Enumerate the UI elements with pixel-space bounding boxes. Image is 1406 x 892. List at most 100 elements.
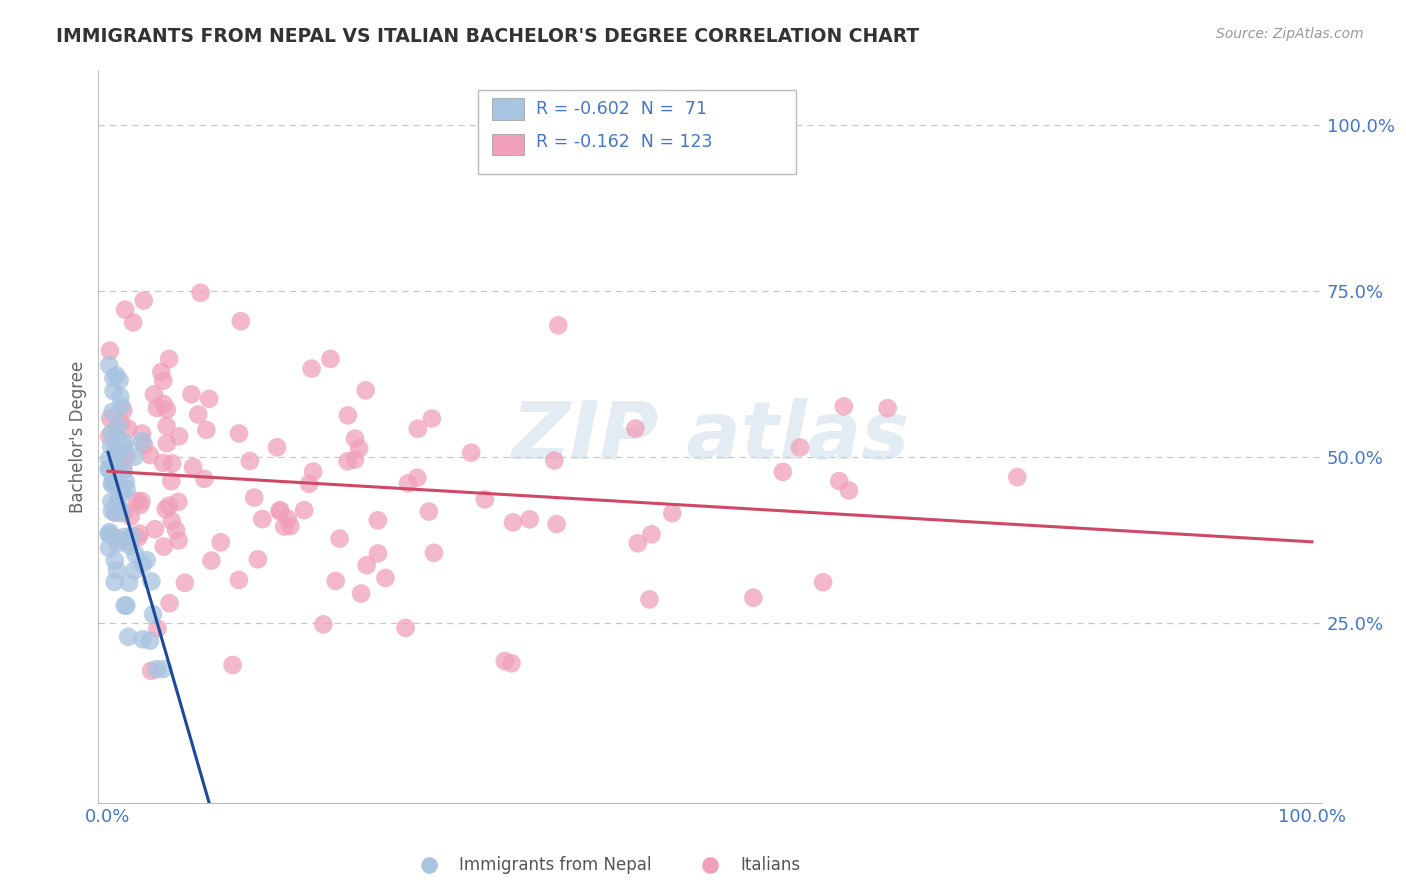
Point: [195, 423, 218, 437]
Point: [150, 365, 173, 379]
Point: [98, 411, 121, 425]
Point: [367, 513, 389, 527]
Point: [699, 838, 721, 853]
Point: [107, 418, 129, 433]
Point: [198, 392, 221, 406]
Point: [110, 390, 132, 404]
Point: [115, 482, 138, 496]
Point: [100, 494, 122, 508]
Point: [811, 575, 834, 590]
Point: [269, 503, 291, 517]
Point: [160, 474, 183, 488]
Point: [221, 657, 243, 672]
Point: [239, 454, 262, 468]
Point: [190, 285, 212, 300]
Point: [131, 426, 153, 441]
Point: [122, 315, 145, 329]
Point: [108, 373, 131, 387]
Point: [396, 476, 419, 491]
Point: [329, 532, 352, 546]
Point: [152, 397, 174, 411]
Point: [502, 516, 524, 530]
Point: [114, 530, 136, 544]
Point: [131, 558, 153, 572]
Point: [139, 448, 162, 462]
Point: [101, 477, 124, 491]
Point: [104, 553, 127, 567]
Text: Italians: Italians: [741, 856, 801, 874]
Point: [547, 318, 569, 333]
Point: [105, 427, 128, 442]
Point: [187, 408, 209, 422]
Point: [125, 494, 148, 508]
Point: [228, 426, 250, 441]
Y-axis label: Bachelor's Degree: Bachelor's Degree: [69, 361, 87, 513]
Point: [280, 519, 302, 533]
Point: [638, 592, 661, 607]
Point: [98, 358, 121, 372]
Point: [139, 664, 162, 678]
Point: [104, 506, 127, 520]
Point: [132, 632, 155, 647]
Point: [97, 527, 120, 541]
Point: [98, 541, 121, 555]
Point: [110, 416, 132, 430]
Point: [104, 476, 127, 491]
Point: [145, 662, 167, 676]
Point: [104, 368, 127, 383]
Point: [209, 535, 232, 549]
Point: [229, 314, 252, 328]
Point: [105, 469, 128, 483]
Point: [344, 432, 367, 446]
Point: [312, 617, 335, 632]
Point: [252, 512, 274, 526]
Point: [152, 456, 174, 470]
Point: [277, 512, 299, 526]
Point: [246, 552, 269, 566]
Point: [832, 400, 855, 414]
Point: [111, 485, 134, 500]
Point: [367, 546, 389, 560]
Point: [494, 654, 516, 668]
Point: [519, 512, 541, 526]
Point: [120, 509, 142, 524]
Point: [121, 528, 143, 542]
Point: [640, 527, 662, 541]
Text: R = -0.602  N =  71: R = -0.602 N = 71: [536, 100, 707, 118]
Point: [124, 450, 146, 464]
Point: [298, 476, 321, 491]
Point: [103, 371, 125, 385]
Point: [139, 633, 162, 648]
Point: [474, 492, 496, 507]
Point: [97, 463, 120, 477]
Point: [104, 475, 127, 490]
Point: [173, 575, 195, 590]
Point: [302, 465, 325, 479]
Point: [112, 464, 135, 478]
Point: [100, 425, 122, 440]
Point: [356, 558, 378, 573]
Point: [543, 453, 565, 467]
Point: [127, 531, 149, 545]
Point: [115, 599, 138, 613]
Point: [110, 506, 132, 520]
Point: [167, 429, 190, 443]
Point: [627, 536, 650, 550]
Point: [107, 476, 129, 491]
Text: R = -0.162  N = 123: R = -0.162 N = 123: [536, 133, 713, 152]
Point: [167, 495, 190, 509]
Point: [152, 374, 174, 388]
Point: [157, 499, 180, 513]
Point: [423, 546, 446, 560]
Point: [157, 351, 180, 366]
Point: [354, 384, 377, 398]
Point: [156, 436, 179, 450]
Point: [350, 586, 373, 600]
Point: [105, 563, 128, 577]
Point: [107, 500, 129, 514]
Point: [406, 471, 429, 485]
Point: [155, 419, 177, 434]
Point: [103, 474, 125, 488]
Point: [104, 574, 127, 589]
Point: [129, 498, 152, 512]
